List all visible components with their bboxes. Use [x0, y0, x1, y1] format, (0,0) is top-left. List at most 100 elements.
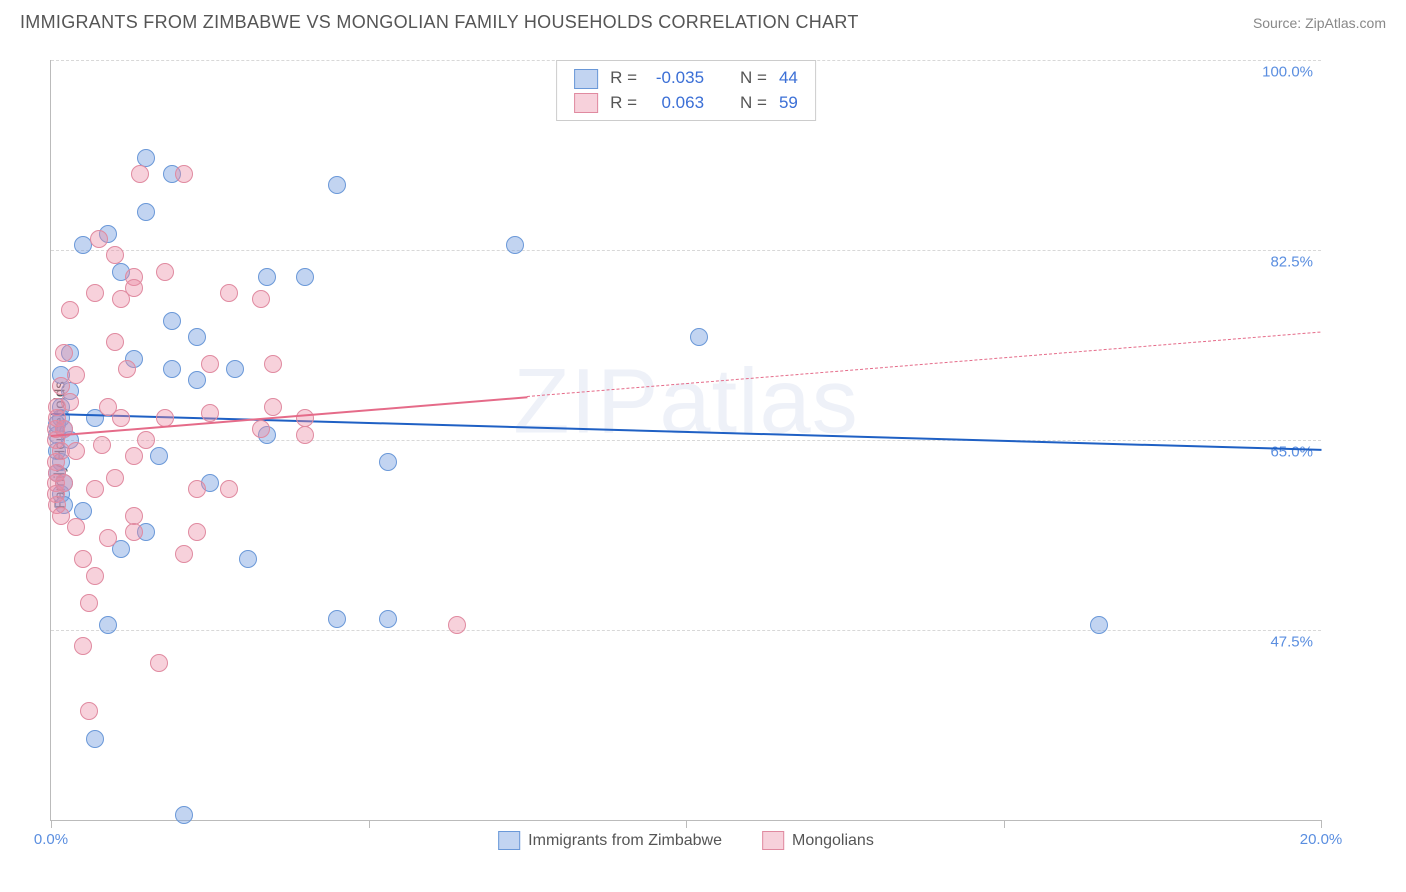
data-point	[125, 523, 143, 541]
data-point	[106, 469, 124, 487]
data-point	[220, 480, 238, 498]
data-point	[74, 550, 92, 568]
watermark: ZIPatlas	[513, 350, 858, 455]
legend-swatch	[574, 93, 598, 113]
data-point	[264, 355, 282, 373]
y-tick-label: 47.5%	[1270, 634, 1313, 651]
data-point	[137, 149, 155, 167]
data-point	[252, 290, 270, 308]
data-point	[86, 567, 104, 585]
source-label: Source: ZipAtlas.com	[1253, 15, 1386, 31]
data-point	[86, 730, 104, 748]
data-point	[296, 426, 314, 444]
x-tick	[51, 820, 52, 828]
x-tick	[1004, 820, 1005, 828]
gridline	[51, 440, 1321, 441]
data-point	[52, 377, 70, 395]
gridline	[51, 630, 1321, 631]
legend-swatch	[762, 831, 784, 850]
x-tick	[1321, 820, 1322, 828]
data-point	[150, 654, 168, 672]
data-point	[506, 236, 524, 254]
data-point	[328, 176, 346, 194]
legend-r-value: 0.063	[644, 92, 709, 115]
y-tick-label: 82.5%	[1270, 254, 1313, 271]
data-point	[99, 529, 117, 547]
data-point	[61, 393, 79, 411]
x-tick-label: 20.0%	[1300, 831, 1343, 848]
gridline	[51, 250, 1321, 251]
data-point	[201, 355, 219, 373]
series-legend: Immigrants from Zimbabwe Mongolians	[498, 831, 874, 850]
data-point	[188, 328, 206, 346]
scatter-plot: ZIPatlas R =-0.035N =44R =0.063N =59 Imm…	[50, 60, 1321, 821]
data-point	[86, 480, 104, 498]
data-point	[264, 398, 282, 416]
legend-n-label: N =	[735, 92, 772, 115]
legend-r-label: R =	[605, 67, 642, 90]
legend-r-value: -0.035	[644, 67, 709, 90]
legend-swatch	[498, 831, 520, 850]
data-point	[175, 545, 193, 563]
data-point	[125, 279, 143, 297]
data-point	[137, 431, 155, 449]
data-point	[252, 420, 270, 438]
data-point	[137, 203, 155, 221]
data-point	[131, 165, 149, 183]
data-point	[106, 333, 124, 351]
data-point	[118, 360, 136, 378]
data-point	[52, 507, 70, 525]
legend-n-value: 59	[774, 92, 803, 115]
data-point	[125, 447, 143, 465]
x-tick	[686, 820, 687, 828]
y-tick-label: 65.0%	[1270, 444, 1313, 461]
data-point	[690, 328, 708, 346]
data-point	[106, 246, 124, 264]
legend-swatch	[574, 69, 598, 89]
y-tick-label: 100.0%	[1262, 64, 1313, 81]
data-point	[188, 371, 206, 389]
data-point	[239, 550, 257, 568]
data-point	[67, 518, 85, 536]
data-point	[67, 366, 85, 384]
legend-item: Mongolians	[762, 831, 874, 850]
data-point	[67, 442, 85, 460]
correlation-legend: R =-0.035 N =44 R =0.063 N =59	[556, 60, 816, 121]
trend-line	[527, 331, 1321, 396]
data-point	[188, 523, 206, 541]
legend-n-label: N =	[735, 67, 772, 90]
legend-n-value: 44	[774, 67, 803, 90]
data-point	[328, 610, 346, 628]
legend-r-label: R =	[605, 92, 642, 115]
data-point	[156, 263, 174, 281]
data-point	[175, 165, 193, 183]
data-point	[99, 616, 117, 634]
x-tick-label: 0.0%	[34, 831, 68, 848]
x-tick	[369, 820, 370, 828]
data-point	[175, 806, 193, 824]
data-point	[201, 404, 219, 422]
data-point	[80, 702, 98, 720]
data-point	[55, 344, 73, 362]
data-point	[188, 480, 206, 498]
data-point	[163, 312, 181, 330]
legend-series-name: Immigrants from Zimbabwe	[528, 832, 722, 850]
data-point	[1090, 616, 1108, 634]
data-point	[379, 453, 397, 471]
data-point	[220, 284, 238, 302]
data-point	[112, 409, 130, 427]
data-point	[226, 360, 244, 378]
data-point	[150, 447, 168, 465]
data-point	[80, 594, 98, 612]
data-point	[258, 268, 276, 286]
data-point	[296, 268, 314, 286]
data-point	[55, 474, 73, 492]
chart-container: Family Households ZIPatlas R =-0.035N =4…	[50, 60, 1380, 830]
data-point	[61, 301, 79, 319]
data-point	[163, 360, 181, 378]
page-title: IMMIGRANTS FROM ZIMBABWE VS MONGOLIAN FA…	[20, 12, 859, 33]
legend-series-name: Mongolians	[792, 832, 874, 850]
data-point	[93, 436, 111, 454]
legend-item: Immigrants from Zimbabwe	[498, 831, 722, 850]
data-point	[448, 616, 466, 634]
